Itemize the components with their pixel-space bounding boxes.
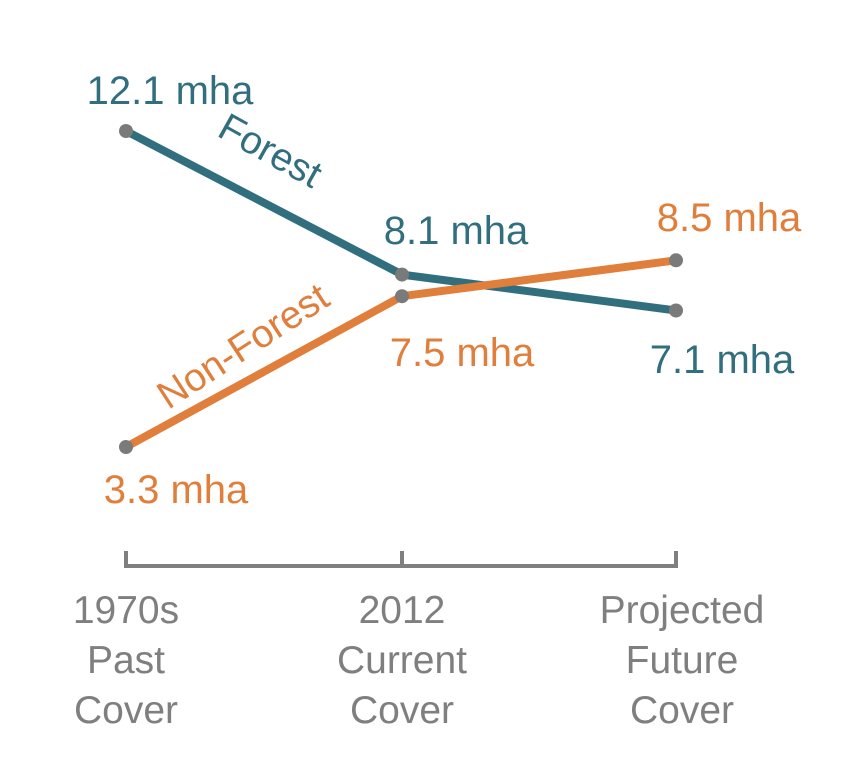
data-labels: 12.1 mha 8.1 mha 7.1 mha 3.3 mha 7.5 mha 8.5 … bbox=[87, 69, 802, 512]
series-lines bbox=[122, 127, 680, 451]
data-point-s1-p0 bbox=[119, 440, 133, 454]
data-point-s0-p2 bbox=[669, 303, 683, 318]
data-point-s1-p1 bbox=[395, 289, 409, 304]
x-tick-label-0: 1970s Past Cover bbox=[73, 589, 179, 732]
data-label-s0-p2: 7.1 mha bbox=[650, 338, 795, 382]
data-label-s1-p1: 7.5 mha bbox=[390, 331, 535, 375]
x-axis bbox=[124, 551, 678, 568]
data-label-s1-p0: 3.3 mha bbox=[104, 468, 249, 512]
x-tick-label-2: Projected Future Cover bbox=[600, 589, 765, 732]
x-tick-label-1: 2012 Current Cover bbox=[337, 589, 467, 732]
data-point-s0-p1 bbox=[395, 267, 409, 282]
data-points bbox=[119, 124, 683, 454]
data-label-s1-p2: 8.5 mha bbox=[657, 196, 802, 240]
data-point-s0-p0 bbox=[119, 124, 133, 138]
data-point-s1-p2 bbox=[669, 253, 683, 268]
data-label-s0-p0: 12.1 mha bbox=[87, 69, 255, 113]
category-labels: 1970s Past Cover 2012 Current Cover Projected F… bbox=[73, 589, 765, 732]
data-label-s0-p1: 8.1 mha bbox=[384, 209, 529, 253]
